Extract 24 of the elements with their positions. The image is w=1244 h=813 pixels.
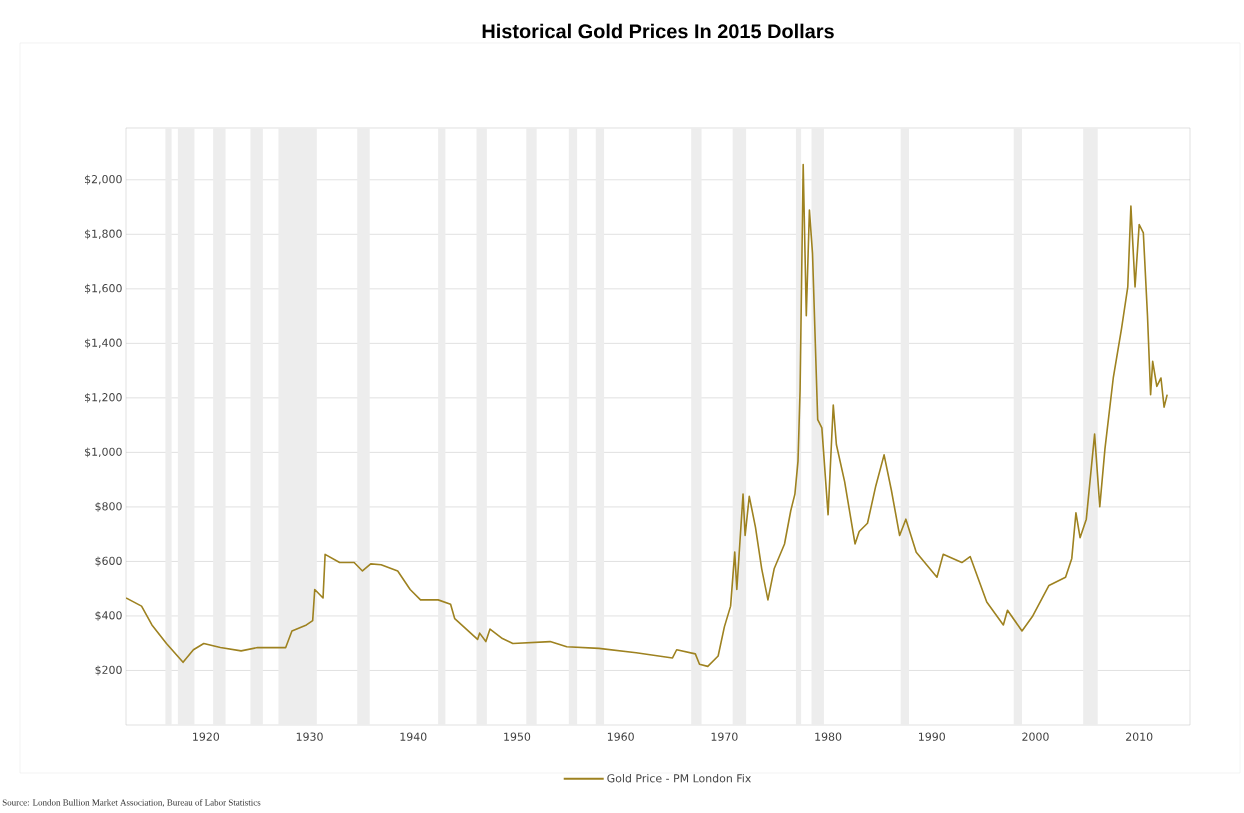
x-tick-label: 1950 <box>504 732 531 741</box>
x-tick-label: 1930 <box>296 732 323 741</box>
y-tick-label: $400 <box>95 610 122 621</box>
line-series <box>126 163 1168 668</box>
y-tick-label: $200 <box>95 665 122 676</box>
x-tick-label: 1920 <box>193 732 220 741</box>
y-tick-label: $1,400 <box>85 338 122 349</box>
y-tick-label: $1,800 <box>85 229 122 240</box>
x-tick-label: 1980 <box>815 732 842 741</box>
source-note: Source: London Bullion Market Association, Bureau of Labor Statistics <box>2 799 261 807</box>
y-tick-label: $600 <box>95 556 122 567</box>
legend-label: Gold Price - PM London Fix <box>607 773 751 783</box>
y-tick-label: $1,000 <box>85 447 122 458</box>
y-tick-label: $2,000 <box>85 174 122 185</box>
y-tick-label: $1,200 <box>85 392 122 403</box>
x-tick-label: 2010 <box>1126 732 1153 741</box>
y-tick-label: $1,600 <box>85 283 122 294</box>
y-tick-label: $800 <box>95 501 122 512</box>
chart-title: Historical Gold Prices In 2015 Dollars <box>482 23 834 39</box>
x-tick-label: 2000 <box>1022 732 1049 741</box>
x-tick-label: 1940 <box>400 732 427 741</box>
x-tick-label: 1960 <box>607 732 634 741</box>
x-tick-label: 1990 <box>919 732 945 741</box>
x-tick-label: 1970 <box>711 732 738 741</box>
